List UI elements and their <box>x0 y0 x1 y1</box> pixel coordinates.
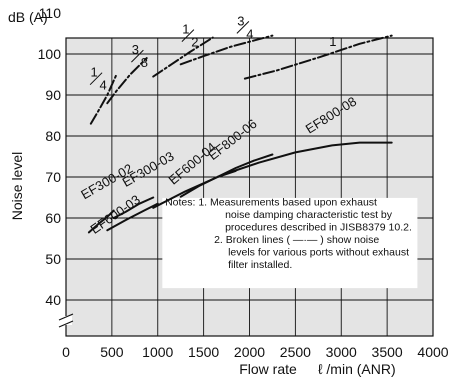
series-group <box>87 34 393 234</box>
series-line-ef800-08 <box>152 141 393 209</box>
x-unit-label: ℓ /min (ANR) <box>318 361 396 377</box>
axis-break-mark-upper <box>58 313 74 321</box>
note-line-6: filter installed. <box>228 259 292 271</box>
x-tick-label-2000: 2000 <box>234 344 265 360</box>
fraction-denominator: 4 <box>246 26 253 41</box>
x-axis-label: Flow rate <box>239 361 297 377</box>
series-line-ef300-02 <box>87 209 115 234</box>
x-tick-label-500: 500 <box>100 344 124 360</box>
fraction-denominator: 8 <box>141 55 148 70</box>
note-line-4: 2. Broken lines ( —·— ) show noise <box>214 234 379 246</box>
x-tick-label-1000: 1000 <box>142 344 173 360</box>
series-line-1 <box>243 34 393 80</box>
fraction-numerator: 3 <box>132 42 139 57</box>
axis-break-gap <box>60 316 72 325</box>
series-label-1: 1 <box>329 34 336 49</box>
fraction-bar <box>236 21 250 34</box>
x-tick-label-2500: 2500 <box>280 344 311 360</box>
fraction-label-1-4: 14 <box>89 65 107 93</box>
y-tick-label-110: 110 <box>39 5 62 21</box>
y-tick-label-80: 80 <box>45 128 61 144</box>
note-line-1: Notes: 1. Measurements based upon exhaus… <box>165 197 377 209</box>
y-axis-label: Noise level <box>9 152 25 220</box>
y-unit-label: dB (A) <box>8 9 48 25</box>
fraction-bar <box>181 29 195 42</box>
y-axis-break <box>58 313 74 328</box>
series-line-3-4 <box>179 34 274 66</box>
x-tick-label-0: 0 <box>62 344 70 360</box>
fraction-label-3-4: 34 <box>236 13 254 41</box>
series-line-3-8 <box>106 57 148 105</box>
note-line-5: levels for various ports without exhaust <box>228 247 409 259</box>
axis-break-mark-lower <box>58 320 74 328</box>
fraction-label-3-8: 38 <box>131 42 148 70</box>
fraction-bar <box>131 49 144 63</box>
notes-background <box>162 197 418 289</box>
y-tick-label-60: 60 <box>45 210 61 226</box>
fraction-denominator: 2 <box>191 35 198 50</box>
fraction-bar <box>89 72 103 86</box>
note-line-3: procedures described in JISB8379 10.2. <box>225 222 412 234</box>
fraction-numerator: 1 <box>182 22 189 37</box>
fraction-denominator: 4 <box>99 78 106 93</box>
y-tick-label-90: 90 <box>45 87 61 103</box>
note-line-2: noise damping characteristic test by <box>225 209 393 221</box>
y-tick-label-40: 40 <box>45 292 61 308</box>
x-tick-label-4000: 4000 <box>417 344 448 360</box>
series-line-1-2 <box>152 36 214 78</box>
y-tick-label-50: 50 <box>45 251 61 267</box>
tick-labels: 0 500 1000 1500 2000 2500 3000 3500 4000 40 50 60 70… <box>38 5 449 360</box>
notes-box: Notes: 1. Measurements based upon exhaus… <box>162 197 418 289</box>
series-line-1-4 <box>89 73 118 125</box>
fraction-label-1-2: 12 <box>181 22 199 50</box>
x-tick-label-3500: 3500 <box>372 344 403 360</box>
series-line-ef600-03 <box>106 202 159 232</box>
x-tick-label-3000: 3000 <box>326 344 357 360</box>
fraction-numerator: 1 <box>90 65 97 80</box>
y-tick-label-100: 100 <box>38 46 62 62</box>
x-tick-label-1500: 1500 <box>188 344 219 360</box>
fraction-numerator: 3 <box>237 13 244 28</box>
series-line-ef300-03 <box>112 196 155 219</box>
y-tick-label-70: 70 <box>45 169 61 185</box>
